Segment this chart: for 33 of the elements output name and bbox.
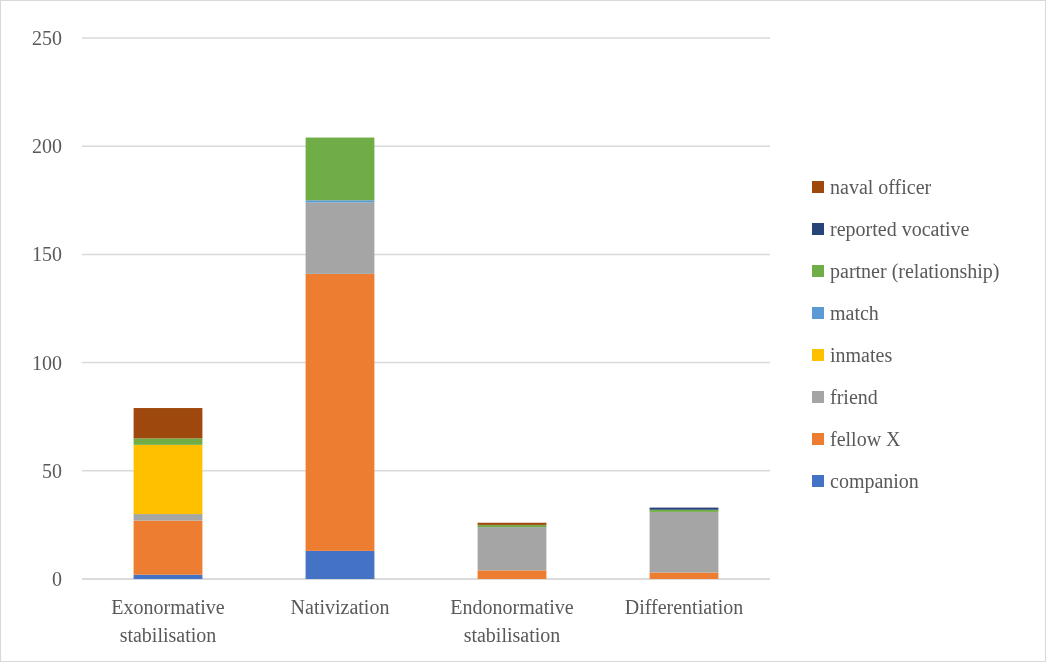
bar: [133, 438, 203, 445]
y-tick-label: 100: [32, 351, 62, 374]
x-tick-label: Endonormative stabilisation: [450, 596, 574, 646]
bar: [305, 273, 375, 551]
bar: [305, 137, 375, 201]
y-tick-label: 0: [52, 568, 62, 590]
bar: [133, 520, 203, 575]
bar: [133, 574, 203, 579]
bar: [133, 408, 203, 439]
bar: [305, 550, 375, 579]
legend-label: inmates: [830, 344, 893, 366]
legend-label: reported vocative: [830, 218, 970, 241]
legend-label: companion: [830, 470, 919, 493]
x-tick-label: Nativization: [290, 596, 390, 618]
legend-label: match: [830, 302, 879, 324]
legend-label: naval officer: [830, 176, 932, 198]
x-tick-label: Exonormative stabilisation: [111, 596, 225, 646]
y-tick-label: 50: [42, 459, 62, 482]
bar: [305, 200, 375, 203]
bar: [649, 511, 719, 573]
bar: [133, 514, 203, 521]
legend-label: friend: [830, 386, 878, 408]
x-tick-label: Differentiation: [624, 596, 744, 618]
bar: [133, 444, 203, 515]
legend-label: partner (relationship): [830, 260, 1000, 283]
bar: [477, 570, 547, 579]
bar: [477, 527, 547, 571]
y-tick-label: 150: [32, 243, 62, 266]
bar: [649, 572, 719, 579]
y-tick-label: 200: [32, 135, 62, 158]
bar: [305, 202, 375, 274]
y-tick-label: 250: [32, 27, 62, 49]
legend-label: fellow X: [830, 428, 902, 450]
